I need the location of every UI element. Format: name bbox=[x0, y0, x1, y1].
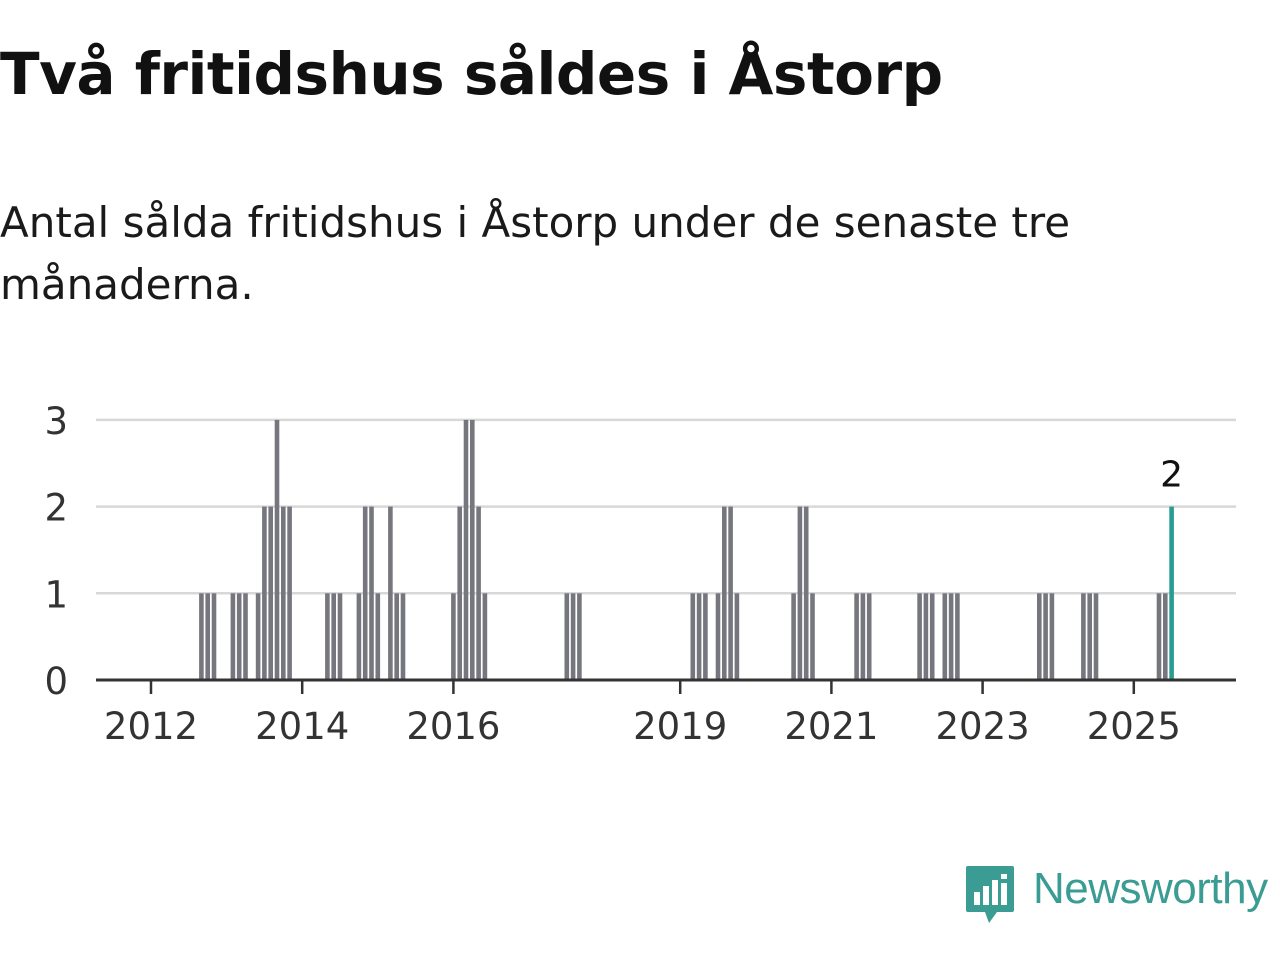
bar bbox=[1081, 593, 1086, 680]
bar bbox=[331, 593, 336, 680]
x-tick-label: 2019 bbox=[633, 705, 727, 748]
bar bbox=[1043, 593, 1048, 680]
y-tick-label: 0 bbox=[44, 660, 68, 703]
bar bbox=[274, 419, 280, 680]
bar bbox=[860, 593, 866, 680]
bar bbox=[394, 593, 399, 680]
bar bbox=[1163, 593, 1168, 680]
newsworthy-logo-icon bbox=[966, 866, 1014, 923]
bar bbox=[362, 506, 368, 680]
bar bbox=[854, 593, 859, 680]
y-tick-label: 2 bbox=[44, 487, 68, 530]
bar bbox=[281, 506, 286, 680]
x-axis bbox=[96, 678, 1236, 694]
bar bbox=[955, 593, 960, 680]
bar bbox=[211, 593, 217, 680]
bar bbox=[703, 593, 708, 680]
bar bbox=[325, 593, 330, 680]
bar bbox=[803, 506, 809, 680]
bar bbox=[388, 506, 393, 680]
bar bbox=[728, 506, 733, 680]
bar bbox=[463, 419, 469, 680]
bar bbox=[199, 593, 204, 680]
y-tick-label: 3 bbox=[44, 400, 68, 443]
bar bbox=[810, 593, 815, 680]
bar bbox=[230, 593, 236, 680]
x-tick-label: 2023 bbox=[936, 705, 1030, 748]
bar bbox=[205, 593, 210, 680]
bar bbox=[722, 506, 727, 680]
bar bbox=[356, 593, 362, 680]
bar bbox=[337, 593, 343, 680]
bar bbox=[255, 593, 261, 680]
y-tick-label: 1 bbox=[44, 573, 68, 616]
gridlines bbox=[96, 418, 1236, 595]
bar bbox=[1156, 593, 1162, 680]
bar bbox=[375, 593, 381, 680]
bar bbox=[457, 506, 462, 680]
bar bbox=[948, 593, 954, 680]
x-tick-label: 2021 bbox=[784, 705, 878, 748]
bar bbox=[715, 593, 721, 680]
bar bbox=[797, 506, 803, 680]
x-tick-label: 2016 bbox=[406, 705, 500, 748]
bar bbox=[791, 593, 796, 680]
x-tick-labels: 2012 2014 2016 2019 2021 2023 2025 bbox=[104, 705, 1181, 748]
bar bbox=[942, 593, 948, 680]
bar bbox=[577, 593, 582, 680]
bar-chart: 0 1 2 3 2012 2014 2016 2019 2021 2023 2025 2 bbox=[44, 400, 1236, 748]
bar bbox=[243, 593, 248, 680]
chart-subtitle: Antal sålda fritidshus i Åstorp under de… bbox=[0, 198, 1071, 309]
bar bbox=[287, 506, 292, 680]
brand-name: Newsworthy bbox=[1033, 864, 1268, 913]
bar bbox=[734, 593, 740, 680]
bar bbox=[1087, 593, 1092, 680]
bar bbox=[866, 593, 872, 680]
bar bbox=[262, 506, 267, 680]
data-label: 2 bbox=[1160, 455, 1183, 496]
bar bbox=[570, 593, 576, 680]
bar bbox=[476, 506, 481, 680]
bar bbox=[690, 593, 696, 680]
bar bbox=[696, 593, 702, 680]
x-tick-label: 2012 bbox=[104, 705, 198, 748]
x-tick-label: 2014 bbox=[255, 705, 349, 748]
bar bbox=[1169, 506, 1174, 680]
bar bbox=[400, 593, 406, 680]
bar bbox=[470, 419, 475, 680]
x-tick-label: 2025 bbox=[1087, 705, 1181, 748]
bar bbox=[1037, 593, 1042, 680]
chart-title: Två fritidshus såldes i Åstorp bbox=[0, 40, 943, 108]
bar bbox=[917, 593, 922, 680]
annotations: 2 bbox=[1160, 455, 1183, 496]
bar bbox=[564, 593, 570, 680]
bar bbox=[268, 506, 273, 680]
bar bbox=[369, 506, 374, 680]
bar bbox=[929, 593, 935, 680]
bar bbox=[1049, 593, 1055, 680]
bar bbox=[451, 593, 456, 680]
newsworthy-brand[interactable]: Newsworthy bbox=[965, 864, 1268, 926]
bar bbox=[482, 593, 488, 680]
bars bbox=[199, 419, 1174, 680]
bar bbox=[236, 593, 242, 680]
bar bbox=[923, 593, 929, 680]
bar bbox=[1093, 593, 1099, 680]
y-tick-labels: 0 1 2 3 bbox=[44, 400, 68, 703]
